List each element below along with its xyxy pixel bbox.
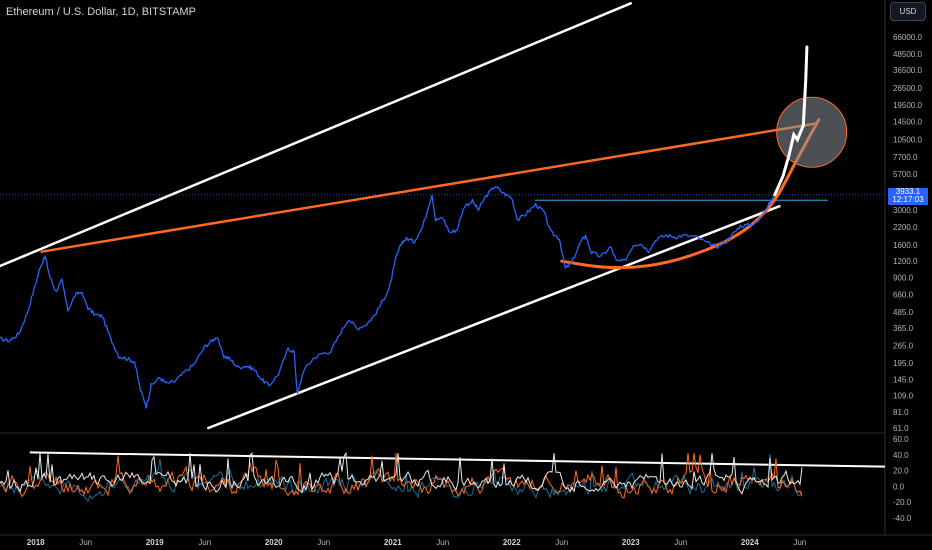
oscillator-tick-label: 0.0 [893,482,905,491]
price-tick-label: 81.0 [893,408,909,417]
time-tick-label: Jun [198,538,211,547]
price-tick-label: 195.0 [893,359,914,368]
countdown-timer: 12:17:03 [892,195,924,204]
time-tick-label: 2023 [622,538,640,547]
time-tick-label: Jun [793,538,806,547]
oscillator-white-line [0,451,803,495]
price-tick-label: 1600.0 [893,241,918,250]
projection-path [773,45,809,197]
price-tick-label: 61.0 [893,424,909,433]
price-tick-label: 14500.0 [893,118,922,127]
oscillator-trendline [29,451,886,468]
price-tick-label: 485.0 [893,308,914,317]
target-zone-circle [776,96,848,168]
orange-support-curve [560,118,821,270]
time-tick-label: Jun [436,538,449,547]
price-line [0,186,775,409]
oscillator-tick-label: -20.0 [893,498,912,507]
time-tick-label: 2021 [384,538,402,547]
oscillator-tick-label: 20.0 [893,467,909,476]
price-tick-label: 5700.0 [893,170,918,179]
time-tick-label: 2018 [27,538,45,547]
price-tick-label: 2200.0 [893,223,918,232]
price-tick-label: 265.0 [893,342,914,351]
chart-title: Ethereum / U.S. Dollar, 1D, BITSTAMP [6,6,196,18]
last-price-value: 3933.1 [895,187,921,196]
time-tick-label: Jun [317,538,330,547]
oscillator-blue-line [0,453,803,502]
price-tick-label: 7700.0 [893,153,918,162]
last-price-label: 3933.1 12:17:03 [888,188,928,205]
price-tick-label: 36500.0 [893,66,922,75]
oscillator-tick-label: -40.0 [893,514,912,523]
time-tick-label: Jun [79,538,92,547]
lower-channel-line [207,204,781,430]
price-tick-label: 660.0 [893,291,914,300]
orange-trendline [40,122,817,253]
oscillator-tick-label: 60.0 [893,435,909,444]
time-tick-label: 2020 [265,538,283,547]
time-tick-label: Jun [674,538,687,547]
price-tick-label: 145.0 [893,376,914,385]
price-tick-label: 365.0 [893,324,914,333]
price-tick-label: 26500.0 [893,84,922,93]
oscillator-orange-line [0,453,803,499]
price-tick-label: 48500.0 [893,50,922,59]
upper-channel-line [0,2,633,268]
price-tick-label: 3000.0 [893,206,918,215]
currency-button[interactable]: USD [890,2,926,21]
time-tick-label: 2019 [146,538,164,547]
price-tick-label: 19500.0 [893,101,922,110]
price-tick-label: 900.0 [893,273,914,282]
time-tick-label: Jun [555,538,568,547]
price-tick-label: 10500.0 [893,136,922,145]
oscillator-tick-label: 40.0 [893,451,909,460]
time-tick-label: 2022 [503,538,521,547]
price-tick-label: 66000.0 [893,33,922,42]
price-tick-label: 1200.0 [893,257,918,266]
time-tick-label: 2024 [741,538,759,547]
price-tick-label: 109.0 [893,391,914,400]
